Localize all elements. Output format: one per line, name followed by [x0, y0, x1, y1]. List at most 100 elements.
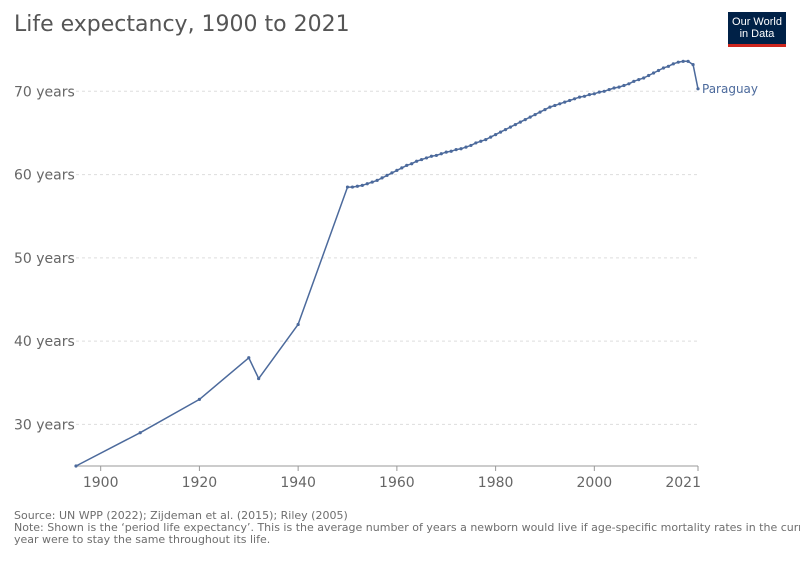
- data-point[interactable]: [74, 464, 78, 468]
- data-point[interactable]: [538, 110, 542, 114]
- data-point[interactable]: [439, 152, 443, 156]
- data-point[interactable]: [390, 171, 394, 175]
- logo-line-2: in Data: [739, 28, 775, 40]
- data-point[interactable]: [568, 98, 572, 103]
- note-line-2: year were to stay the same throughout it…: [14, 533, 271, 546]
- data-point[interactable]: [405, 163, 409, 168]
- data-point[interactable]: [464, 145, 468, 149]
- data-point[interactable]: [602, 89, 606, 93]
- data-point[interactable]: [592, 92, 596, 96]
- data-point[interactable]: [587, 93, 591, 97]
- data-point[interactable]: [513, 123, 517, 127]
- data-point[interactable]: [370, 180, 374, 184]
- data-point[interactable]: [375, 178, 379, 182]
- data-point[interactable]: [607, 88, 611, 92]
- data-point[interactable]: [469, 143, 473, 148]
- data-point[interactable]: [350, 185, 355, 189]
- data-point[interactable]: [345, 185, 350, 189]
- x-tick-label: 1940: [280, 475, 316, 491]
- chart-footer: Source: UN WPP (2022); Zijdeman et al. (…: [14, 510, 800, 546]
- data-point[interactable]: [489, 135, 493, 139]
- data-point[interactable]: [424, 156, 429, 160]
- data-point[interactable]: [553, 103, 557, 108]
- data-point[interactable]: [518, 120, 522, 124]
- data-point[interactable]: [385, 173, 389, 178]
- data-point[interactable]: [395, 168, 399, 173]
- chart-title: Life expectancy, 1900 to 2021: [14, 12, 350, 37]
- series-labels: Paraguay: [702, 82, 758, 96]
- data-point[interactable]: [656, 68, 661, 73]
- data-point[interactable]: [617, 85, 621, 89]
- y-tick-label: 50 years: [14, 251, 75, 267]
- data-point[interactable]: [572, 97, 577, 101]
- data-point[interactable]: [415, 159, 419, 163]
- x-tick-label: 2000: [577, 475, 613, 491]
- data-point[interactable]: [676, 60, 680, 64]
- data-point[interactable]: [627, 82, 631, 86]
- data-point[interactable]: [563, 100, 567, 104]
- source-text: Source: UN WPP (2022); Zijdeman et al. (…: [14, 510, 348, 522]
- data-point[interactable]: [296, 322, 300, 327]
- data-point[interactable]: [247, 356, 251, 360]
- data-point[interactable]: [474, 141, 478, 145]
- data-point[interactable]: [508, 125, 513, 129]
- y-tick-label: 40 years: [14, 334, 75, 350]
- data-point[interactable]: [671, 62, 675, 66]
- data-point[interactable]: [666, 64, 670, 68]
- y-tick-label: 70 years: [14, 84, 75, 100]
- data-point[interactable]: [647, 73, 651, 78]
- data-point[interactable]: [548, 105, 552, 109]
- data-point[interactable]: [691, 63, 695, 67]
- data-point[interactable]: [622, 83, 626, 88]
- data-point[interactable]: [632, 79, 636, 83]
- data-point[interactable]: [523, 118, 527, 122]
- series-line-paraguay[interactable]: [75, 60, 699, 467]
- data-point[interactable]: [528, 115, 532, 119]
- x-tick-label: 2021: [665, 475, 701, 491]
- data-point[interactable]: [612, 86, 616, 90]
- data-point[interactable]: [434, 153, 438, 158]
- x-axis: 1900 1920 1940 1960 1980 2000 2021: [76, 465, 701, 491]
- data-point[interactable]: [642, 76, 646, 80]
- data-point[interactable]: [661, 66, 666, 70]
- data-point[interactable]: [503, 128, 508, 132]
- data-point[interactable]: [429, 154, 434, 158]
- x-tick-label: 1960: [379, 475, 415, 491]
- data-point[interactable]: [686, 59, 690, 63]
- data-point[interactable]: [449, 149, 453, 153]
- x-tick-label: 1920: [182, 475, 218, 491]
- data-point[interactable]: [696, 87, 700, 91]
- data-point[interactable]: [577, 95, 582, 99]
- data-point[interactable]: [365, 182, 369, 186]
- data-point[interactable]: [479, 139, 483, 143]
- owid-logo[interactable]: Our World in Data: [728, 12, 786, 47]
- data-point[interactable]: [533, 113, 537, 117]
- data-point[interactable]: [355, 184, 359, 188]
- data-point[interactable]: [138, 431, 142, 435]
- series-label-paraguay[interactable]: Paraguay: [702, 82, 758, 96]
- data-point[interactable]: [637, 78, 641, 82]
- data-point[interactable]: [197, 397, 202, 401]
- data-point[interactable]: [400, 166, 404, 170]
- series-layer: [74, 59, 700, 468]
- data-point[interactable]: [498, 130, 503, 134]
- data-point[interactable]: [651, 71, 656, 75]
- grid-lines: [76, 90, 698, 425]
- data-point[interactable]: [454, 147, 458, 152]
- data-point[interactable]: [419, 157, 424, 162]
- data-point[interactable]: [459, 147, 463, 151]
- data-point[interactable]: [360, 183, 364, 187]
- data-point[interactable]: [494, 133, 498, 137]
- data-point[interactable]: [444, 150, 448, 154]
- data-point[interactable]: [582, 94, 587, 98]
- y-axis-labels: 30 years 40 years 50 years 60 years 70 years: [14, 84, 75, 433]
- data-point[interactable]: [380, 176, 384, 180]
- data-point[interactable]: [681, 59, 685, 63]
- data-point[interactable]: [257, 376, 261, 381]
- data-point[interactable]: [543, 108, 547, 112]
- data-point[interactable]: [410, 162, 414, 166]
- data-point[interactable]: [484, 138, 488, 142]
- data-point[interactable]: [558, 102, 562, 106]
- data-point[interactable]: [597, 90, 601, 94]
